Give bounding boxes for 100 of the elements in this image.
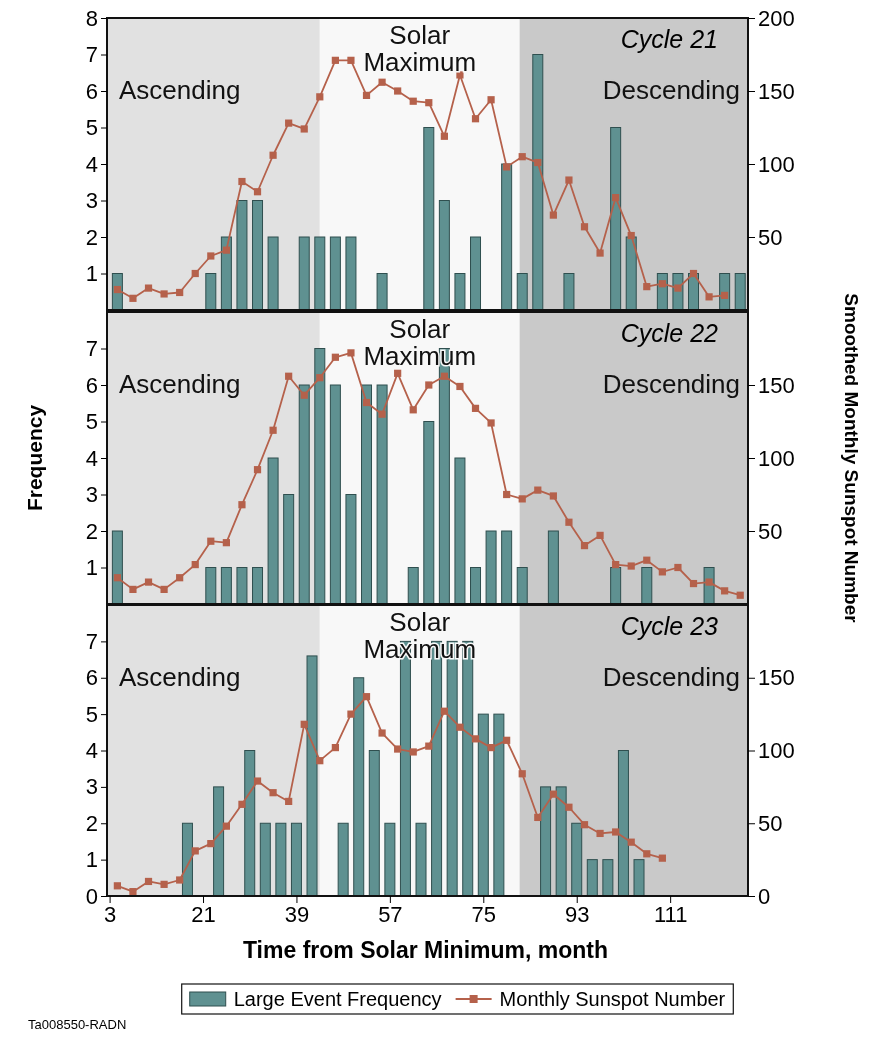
- point: [316, 93, 324, 101]
- y-tick-label: 2: [85, 810, 98, 836]
- point: [191, 847, 199, 855]
- point: [300, 720, 308, 728]
- point: [347, 56, 355, 64]
- bar: [353, 677, 365, 897]
- point: [285, 372, 293, 380]
- band-label: Solar Maximum: [363, 20, 477, 77]
- bar: [259, 822, 271, 897]
- y-tick-label: 1: [85, 261, 98, 287]
- bar: [267, 236, 279, 311]
- point: [627, 562, 635, 570]
- bar: [563, 273, 575, 311]
- point: [580, 541, 589, 550]
- point: [253, 777, 262, 785]
- y-tick-label: 6: [85, 665, 98, 691]
- point: [612, 193, 620, 202]
- bar: [610, 127, 622, 311]
- y2-tick-label: 200: [758, 5, 795, 31]
- point: [565, 176, 573, 184]
- point: [643, 556, 651, 564]
- point: [440, 707, 448, 715]
- bar: [547, 530, 559, 605]
- bar: [415, 822, 427, 897]
- point: [269, 151, 277, 159]
- point: [689, 579, 698, 588]
- y2-tick-label: 150: [758, 665, 795, 691]
- point: [612, 828, 620, 836]
- y-tick-label: 3: [85, 482, 98, 508]
- bar: [586, 859, 598, 897]
- bar: [454, 273, 466, 311]
- bar: [602, 859, 614, 897]
- point: [425, 99, 433, 107]
- bar: [267, 457, 279, 605]
- point: [674, 284, 682, 292]
- y-tick-label: 0: [85, 883, 98, 909]
- point: [378, 729, 386, 737]
- point: [409, 748, 417, 756]
- point: [658, 280, 666, 288]
- text: Ta008550-RADN: [28, 1017, 127, 1032]
- point: [658, 854, 666, 862]
- legend-label: Monthly Sunspot Number: [499, 988, 726, 1010]
- point: [705, 578, 713, 586]
- x-tick-label: 21: [191, 901, 216, 927]
- y2-tick-label: 150: [758, 78, 795, 104]
- y-tick-label: 4: [85, 738, 98, 764]
- bar: [454, 457, 466, 605]
- x-tick-label: 75: [471, 901, 497, 927]
- y-tick-label: 4: [85, 445, 98, 471]
- point: [627, 231, 635, 240]
- y-axis-title: Frequency: [23, 404, 46, 512]
- bar: [376, 273, 388, 311]
- point: [471, 404, 480, 412]
- bar: [516, 273, 528, 311]
- band-label: Descending: [602, 662, 740, 692]
- bar: [205, 567, 217, 605]
- point: [689, 269, 698, 278]
- bar: [423, 127, 435, 311]
- point: [658, 568, 666, 576]
- point: [362, 91, 371, 99]
- point: [129, 888, 137, 896]
- point: [378, 78, 386, 86]
- point: [269, 426, 277, 434]
- y-tick-label: 7: [85, 628, 98, 654]
- point: [456, 723, 464, 731]
- bar: [734, 273, 746, 311]
- point: [565, 803, 573, 811]
- bar: [314, 348, 326, 605]
- bar: [337, 822, 349, 897]
- point: [394, 745, 402, 753]
- bar: [571, 822, 583, 897]
- point: [129, 294, 137, 302]
- point: [456, 71, 464, 79]
- y-tick-label: 5: [85, 115, 98, 141]
- bar: [470, 236, 482, 311]
- bar: [306, 655, 318, 897]
- point: [238, 800, 246, 808]
- point: [503, 736, 511, 744]
- y-tick-label: 3: [85, 774, 98, 800]
- point: [253, 466, 262, 474]
- y-tick-label: 8: [85, 5, 98, 31]
- point: [176, 288, 184, 297]
- chart-title: Cycle 21: [620, 25, 718, 53]
- bar: [361, 384, 373, 605]
- point: [222, 246, 230, 254]
- point: [176, 876, 184, 884]
- point: [534, 486, 542, 494]
- point: [394, 87, 402, 95]
- bar: [236, 200, 248, 311]
- point: [238, 501, 246, 509]
- point: [316, 757, 324, 765]
- bar: [423, 421, 435, 605]
- point: [160, 585, 168, 594]
- chart-title: Cycle 23: [620, 612, 719, 640]
- point: [253, 188, 262, 196]
- point: [176, 574, 184, 582]
- point: [456, 382, 464, 391]
- point: [300, 391, 308, 399]
- point: [113, 882, 121, 890]
- point: [487, 96, 495, 104]
